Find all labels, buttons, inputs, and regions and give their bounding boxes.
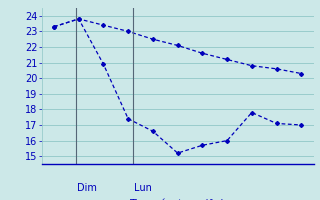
Text: Dim: Dim <box>77 183 97 193</box>
Text: Température (°c): Température (°c) <box>130 198 225 200</box>
Text: Lun: Lun <box>134 183 152 193</box>
